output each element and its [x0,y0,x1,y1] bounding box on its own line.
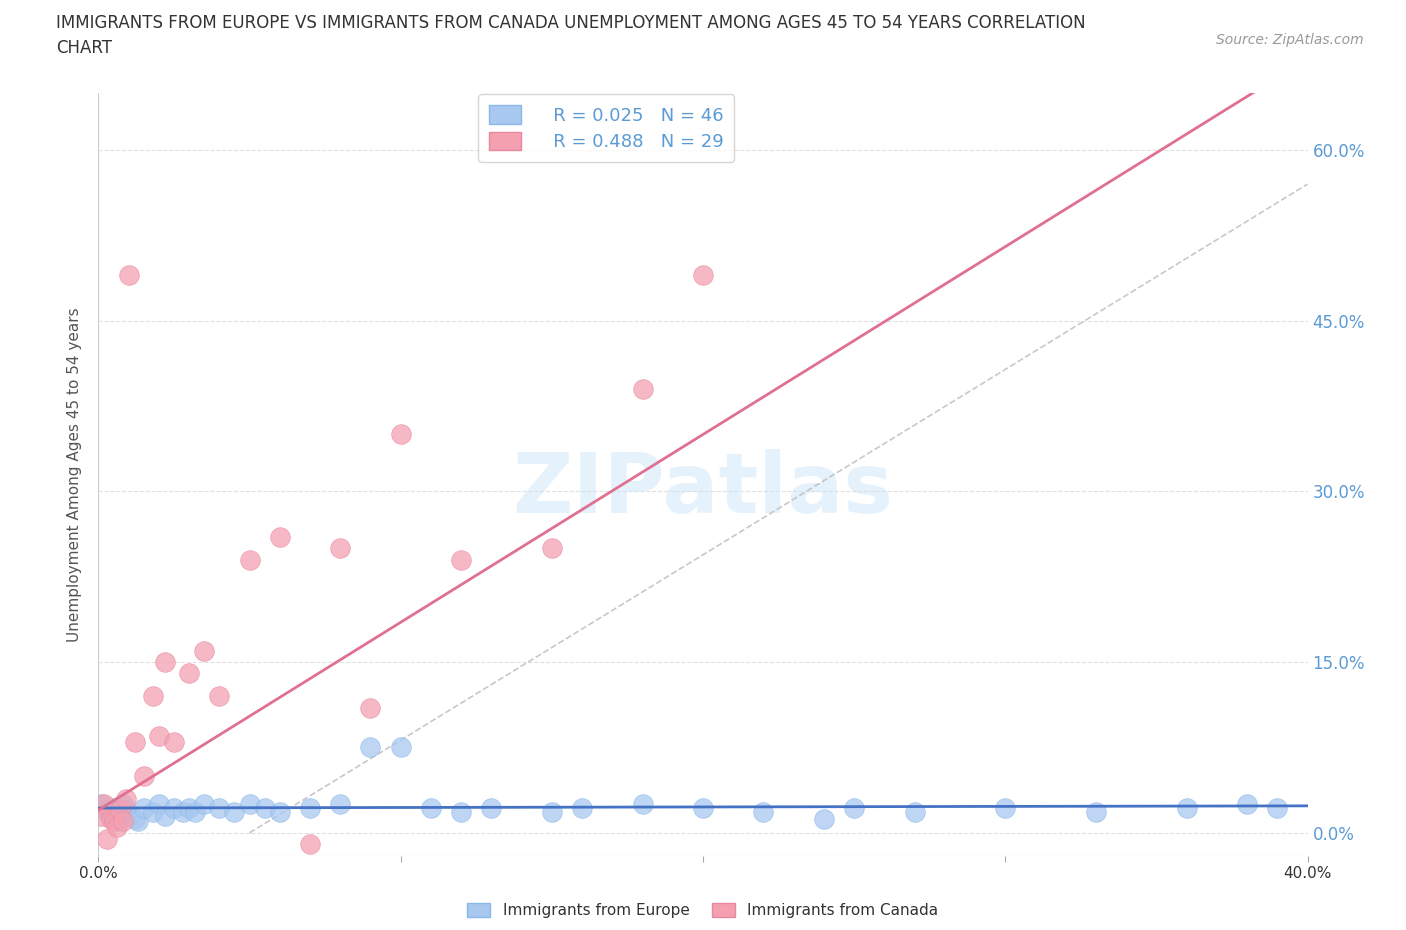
Point [124,735,146,750]
Point [124,812,146,827]
Point [904,804,927,819]
Point [108,803,131,817]
Point [299,801,322,816]
Point [118,808,141,823]
Point [93,803,115,817]
Point [153,655,176,670]
Point [118,268,141,283]
Point [420,801,443,816]
Point [90,808,112,823]
Point [114,803,136,817]
Point [100,812,122,827]
Point [103,801,125,816]
Point [571,801,593,816]
Point [172,804,194,819]
Point [111,797,134,812]
Point [224,804,246,819]
Point [103,814,125,829]
Point [108,804,131,819]
Point [148,728,170,743]
Point [208,801,231,816]
Point [90,797,112,812]
Point [111,814,134,829]
Text: Source: ZipAtlas.com: Source: ZipAtlas.com [1216,33,1364,46]
Point [389,740,412,755]
Point [142,689,165,704]
Point [163,735,186,750]
Text: IMMIGRANTS FROM EUROPE VS IMMIGRANTS FROM CANADA UNEMPLOYMENT AMONG AGES 45 TO 5: IMMIGRANTS FROM EUROPE VS IMMIGRANTS FRO… [56,14,1085,32]
Point [1175,801,1198,816]
Point [360,700,382,715]
Point [179,801,201,816]
Point [631,381,654,396]
Point [299,837,322,852]
Point [184,804,207,819]
Point [329,797,352,812]
Point [193,644,215,658]
Point [752,804,775,819]
Point [450,804,472,819]
Point [114,791,136,806]
Point [239,797,262,812]
Point [1085,804,1108,819]
Point [105,819,128,834]
Text: ZIPatlas: ZIPatlas [513,449,893,530]
Point [389,427,412,442]
Point [844,801,866,816]
Point [193,797,215,812]
Legend: Immigrants from Europe, Immigrants from Canada: Immigrants from Europe, Immigrants from … [461,897,945,924]
Point [269,804,291,819]
Point [148,797,170,812]
Point [1236,797,1258,812]
Point [450,552,472,567]
Point [692,268,714,283]
Point [105,814,128,829]
Y-axis label: Unemployment Among Ages 45 to 54 years: Unemployment Among Ages 45 to 54 years [67,307,83,642]
Point [96,804,118,819]
Point [540,541,562,556]
Point [142,804,165,819]
Point [132,801,155,816]
Point [127,814,149,829]
Point [269,529,291,544]
Point [360,740,382,755]
Point [93,797,115,812]
Point [692,801,714,816]
Point [631,797,654,812]
Point [481,801,503,816]
Point [100,808,122,823]
Point [153,808,176,823]
Point [208,689,231,704]
Text: CHART: CHART [56,39,112,57]
Point [163,801,186,816]
Point [253,801,276,816]
Point [132,768,155,783]
Point [239,552,262,567]
Point [329,541,352,556]
Point [179,666,201,681]
Point [540,804,562,819]
Point [96,831,118,846]
Point [813,812,835,827]
Point [994,801,1017,816]
Point [1267,801,1289,816]
